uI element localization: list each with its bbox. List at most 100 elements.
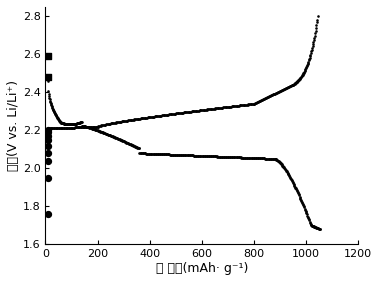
- Point: [82, 125, 88, 129]
- Point: [70, 122, 76, 126]
- Point: [54, 126, 60, 131]
- Point: [81, 125, 88, 129]
- Point: [149, 114, 155, 119]
- Point: [150, 151, 156, 156]
- Point: [94, 124, 100, 129]
- Point: [271, 92, 277, 96]
- Point: [45, 79, 51, 83]
- Point: [205, 154, 211, 158]
- Point: [195, 153, 201, 158]
- Point: [53, 113, 59, 118]
- Point: [64, 125, 70, 130]
- Point: [298, 75, 304, 80]
- Point: [179, 153, 185, 157]
- Point: [86, 125, 92, 129]
- Point: [91, 125, 97, 129]
- Point: [213, 154, 219, 159]
- Point: [291, 82, 297, 86]
- Point: [56, 126, 63, 130]
- Point: [301, 205, 307, 210]
- Point: [271, 92, 277, 96]
- Point: [146, 151, 152, 156]
- Point: [176, 153, 182, 157]
- Point: [288, 177, 294, 182]
- Point: [171, 111, 177, 116]
- X-axis label: 比 容量(mAh· g⁻¹): 比 容量(mAh· g⁻¹): [155, 262, 248, 275]
- Point: [288, 176, 294, 181]
- Point: [99, 123, 105, 127]
- Point: [179, 111, 185, 115]
- Point: [242, 155, 248, 160]
- Point: [91, 127, 97, 131]
- Point: [92, 127, 98, 132]
- Point: [157, 152, 163, 156]
- Point: [235, 103, 241, 108]
- Point: [312, 225, 318, 230]
- Point: [209, 107, 215, 111]
- Point: [76, 121, 82, 125]
- Point: [130, 143, 136, 148]
- Point: [99, 123, 105, 128]
- Point: [147, 151, 153, 156]
- Point: [217, 154, 223, 159]
- Point: [108, 134, 114, 138]
- Point: [105, 122, 111, 126]
- Point: [295, 191, 301, 196]
- Point: [110, 121, 116, 125]
- Point: [193, 109, 199, 113]
- Point: [110, 121, 116, 125]
- Point: [64, 122, 70, 126]
- Point: [166, 112, 172, 117]
- Point: [270, 92, 276, 97]
- Point: [193, 109, 199, 113]
- Point: [175, 153, 182, 157]
- Point: [292, 81, 298, 85]
- Point: [135, 116, 141, 121]
- Point: [188, 109, 194, 114]
- Point: [72, 122, 78, 126]
- Point: [167, 112, 173, 116]
- Point: [46, 96, 52, 100]
- Point: [100, 130, 106, 135]
- Point: [49, 104, 55, 109]
- Point: [106, 122, 112, 126]
- Point: [102, 131, 108, 135]
- Point: [312, 33, 318, 38]
- Point: [56, 118, 62, 122]
- Point: [259, 156, 265, 161]
- Point: [243, 102, 249, 107]
- Point: [187, 153, 193, 158]
- Point: [65, 125, 71, 130]
- Point: [287, 84, 293, 89]
- Point: [269, 92, 276, 97]
- Point: [109, 121, 115, 125]
- Point: [205, 107, 211, 112]
- Point: [92, 127, 98, 132]
- Point: [212, 154, 218, 159]
- Point: [58, 121, 64, 125]
- Point: [192, 153, 198, 158]
- Point: [51, 126, 57, 131]
- Point: [144, 151, 150, 156]
- Point: [173, 153, 179, 157]
- Point: [69, 125, 75, 130]
- Point: [125, 141, 131, 145]
- Point: [59, 121, 65, 125]
- Point: [303, 65, 309, 69]
- Point: [308, 222, 314, 226]
- Point: [116, 120, 122, 124]
- Point: [50, 108, 56, 113]
- Point: [195, 108, 201, 113]
- Point: [134, 117, 140, 121]
- Point: [124, 140, 130, 145]
- Point: [84, 125, 90, 129]
- Point: [290, 83, 296, 87]
- Point: [49, 103, 55, 107]
- Point: [98, 129, 104, 134]
- Point: [304, 64, 310, 69]
- Point: [139, 151, 145, 156]
- Point: [164, 113, 170, 117]
- Point: [307, 219, 313, 224]
- Point: [55, 126, 61, 130]
- Point: [242, 103, 248, 107]
